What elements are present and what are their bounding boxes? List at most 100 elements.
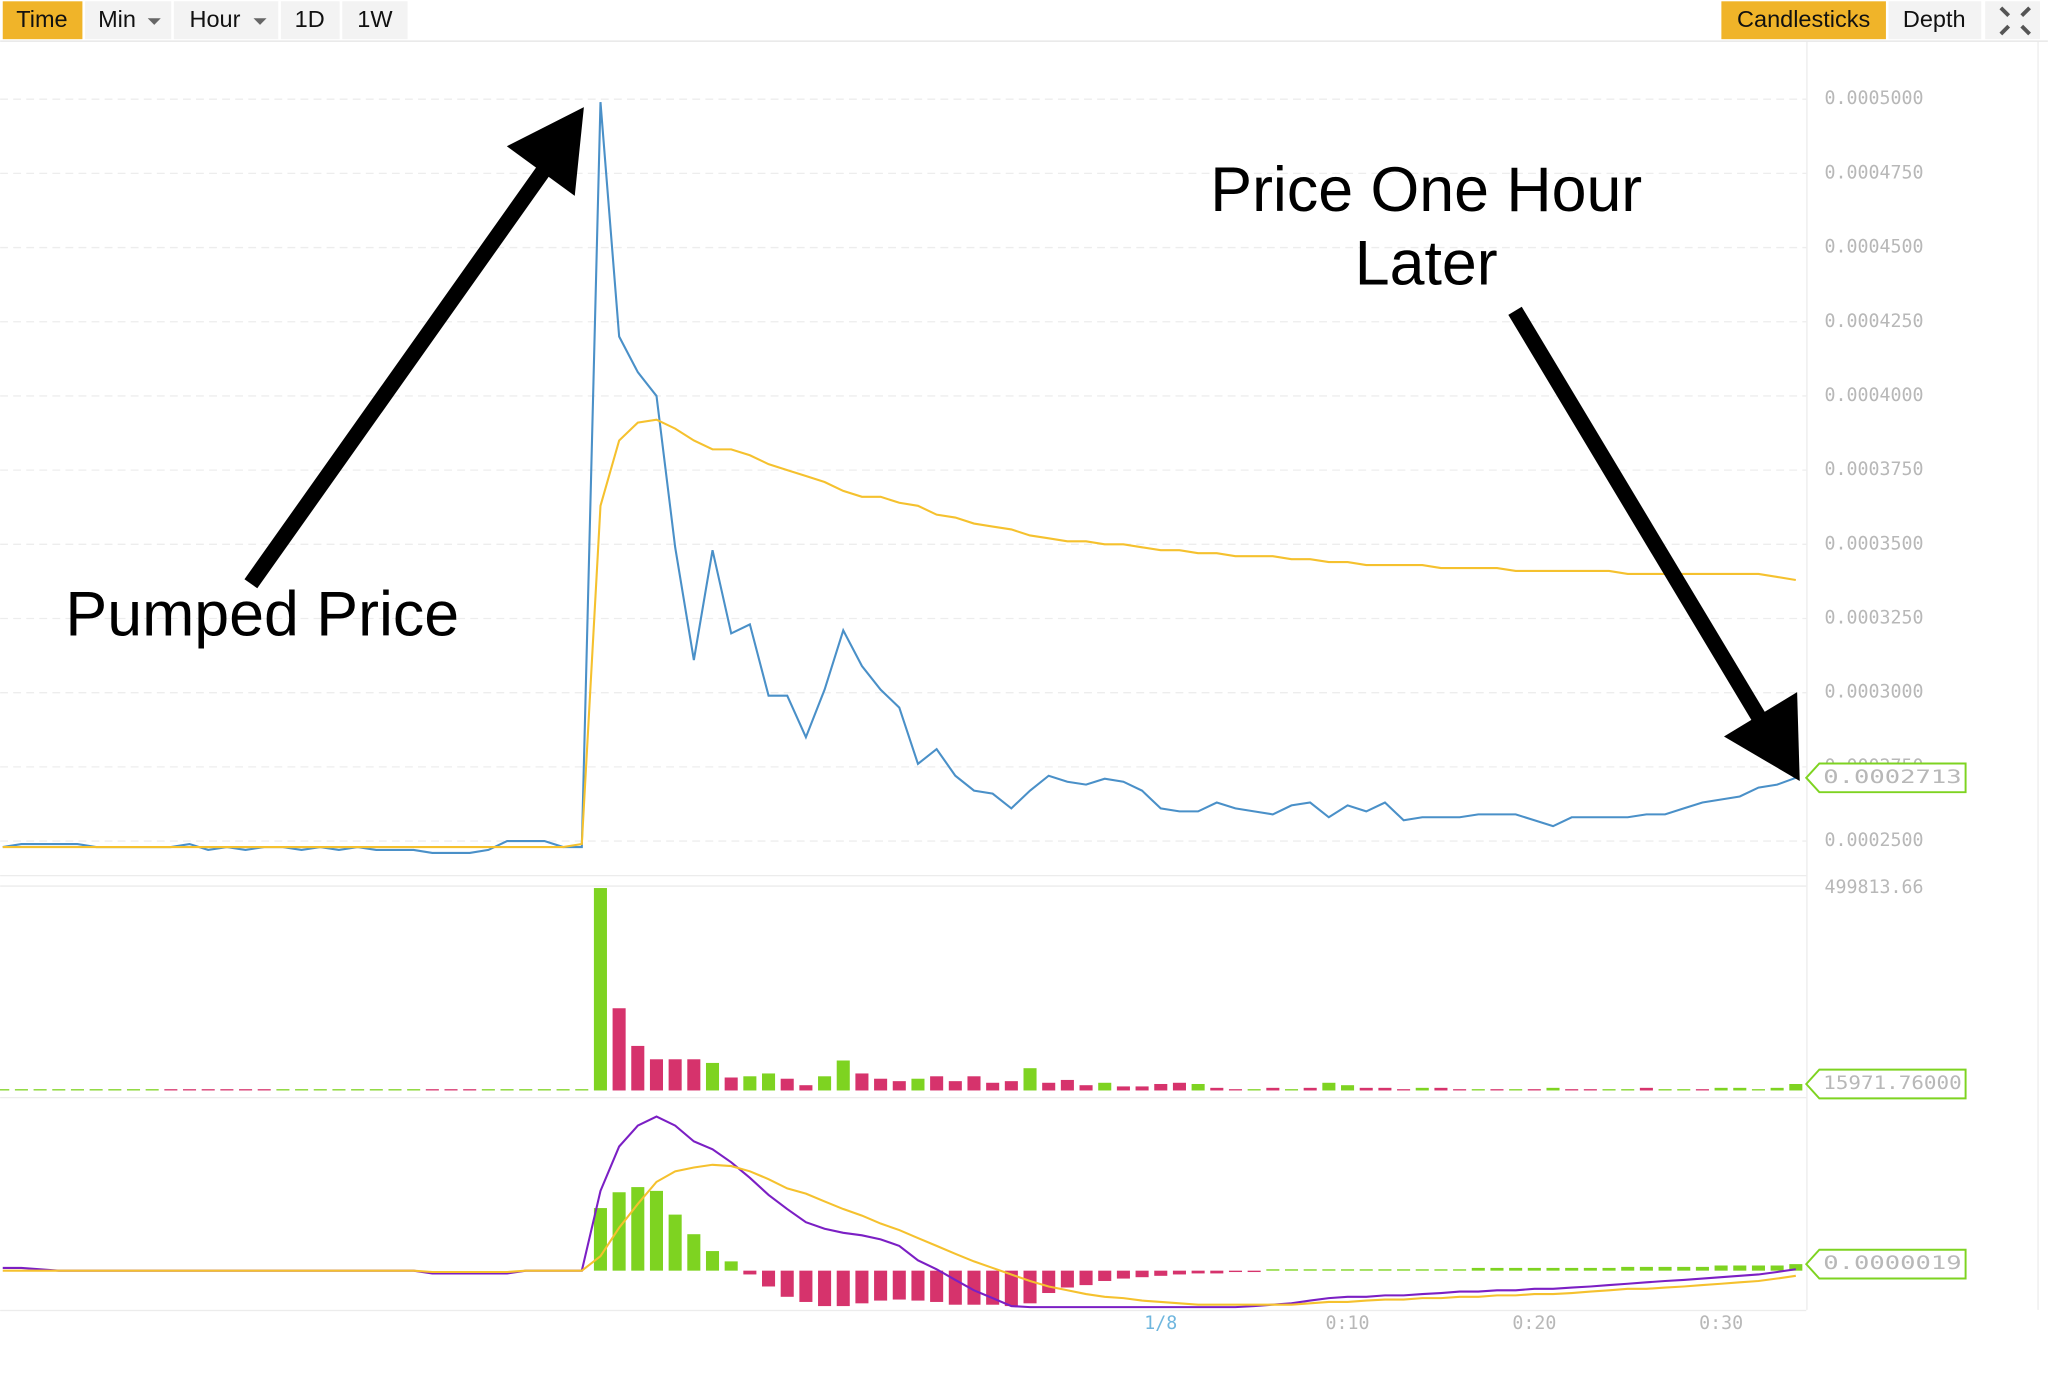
bar (1583, 1089, 1597, 1091)
histogram-bar (1509, 1267, 1523, 1271)
dropdown-icon (147, 18, 161, 25)
histogram-bar (724, 1261, 738, 1271)
histogram-bar (1228, 1270, 1243, 1273)
y-tick-label: 0.0004750 (1825, 162, 1924, 183)
histogram-bar (967, 1270, 981, 1305)
button[interactable] (1985, 1, 2041, 40)
histogram-bar (911, 1270, 925, 1301)
bar (892, 1081, 906, 1091)
histogram-bar (1490, 1267, 1504, 1271)
collapse-icon[interactable] (1999, 6, 2031, 36)
annotation: Pumped Price (65, 580, 459, 650)
button-label[interactable]: Time (16, 6, 67, 32)
annotation: Later (1355, 228, 1498, 298)
button[interactable] (1721, 1, 1886, 40)
histogram-bar (1247, 1270, 1261, 1273)
bar (1060, 1079, 1074, 1091)
bar (556, 1089, 570, 1091)
y-tick-label: 0.0003250 (1825, 607, 1924, 628)
histogram-bar (1733, 1265, 1747, 1271)
bar (1453, 1089, 1467, 1091)
bar (1695, 1089, 1709, 1091)
histogram-bar (1621, 1266, 1635, 1271)
bar (1639, 1087, 1653, 1091)
bar (612, 1008, 626, 1091)
bar (537, 1089, 551, 1091)
histogram-bar (1546, 1267, 1560, 1271)
bar (1172, 1082, 1186, 1091)
bar (313, 1089, 327, 1091)
histogram-bar (1527, 1267, 1541, 1271)
button-label[interactable]: Candlesticks (1737, 6, 1870, 32)
histogram-bar (1789, 1264, 1803, 1271)
button[interactable] (1888, 1, 1982, 40)
bar (1266, 1087, 1280, 1091)
histogram-bar (1079, 1270, 1093, 1286)
bar (463, 1089, 477, 1091)
histogram-bar (1135, 1270, 1149, 1278)
bar (1602, 1089, 1616, 1091)
x-tick-label: 0:30 (1699, 1313, 1743, 1334)
button-label[interactable]: 1D (295, 6, 325, 32)
bar (687, 1059, 701, 1091)
bar (1322, 1082, 1336, 1091)
histogram-bar (836, 1270, 850, 1307)
y-tick-label: 0.0004000 (1825, 385, 1924, 406)
histogram-bar (1098, 1270, 1112, 1281)
bar (874, 1078, 888, 1091)
bar (1341, 1085, 1355, 1091)
histogram-bar (1004, 1270, 1018, 1307)
button-label[interactable]: 1W (357, 6, 393, 32)
histogram-bar (1266, 1269, 1280, 1271)
bar (1677, 1089, 1691, 1091)
bar (500, 1089, 514, 1091)
bar (332, 1089, 346, 1091)
bar (519, 1089, 533, 1091)
bar (108, 1089, 122, 1091)
bar (724, 1077, 738, 1091)
bar (1751, 1089, 1765, 1091)
bar (52, 1089, 66, 1091)
bar (1247, 1089, 1261, 1091)
bar (257, 1089, 271, 1091)
bar (182, 1089, 197, 1091)
bar (369, 1089, 383, 1091)
bar (1546, 1087, 1560, 1091)
y-tick-label: 0.0003750 (1825, 459, 1924, 480)
button-label[interactable]: Hour (189, 6, 240, 32)
histogram-bar (1154, 1270, 1168, 1276)
bar (1284, 1089, 1299, 1091)
histogram-bar (1434, 1269, 1448, 1271)
bar (1565, 1089, 1579, 1091)
bar (1116, 1086, 1130, 1091)
button-label[interactable]: Min (98, 6, 136, 32)
histogram-bar (1172, 1270, 1186, 1275)
bar (1228, 1089, 1243, 1091)
bar (1042, 1082, 1056, 1091)
bar (1098, 1082, 1112, 1091)
button[interactable] (342, 1, 408, 40)
bar (1789, 1083, 1803, 1091)
bar (388, 1089, 402, 1091)
bar (1658, 1089, 1672, 1091)
bar (762, 1073, 776, 1091)
histogram-bar (799, 1270, 813, 1302)
bar (1004, 1081, 1018, 1091)
histogram-bar (1695, 1266, 1709, 1271)
button-label[interactable]: Depth (1903, 6, 1966, 32)
button[interactable] (2, 1, 83, 40)
histogram-bar (1359, 1269, 1373, 1271)
bar (1509, 1089, 1523, 1091)
bar (911, 1078, 925, 1091)
bar (855, 1073, 869, 1091)
button[interactable] (280, 1, 340, 40)
bar (1434, 1087, 1448, 1091)
histogram-bar (874, 1270, 888, 1301)
arrow-head (506, 107, 584, 196)
bar (1135, 1086, 1149, 1091)
histogram-bar (1639, 1266, 1653, 1271)
histogram-bar (743, 1270, 757, 1275)
histogram-bar (780, 1270, 794, 1297)
